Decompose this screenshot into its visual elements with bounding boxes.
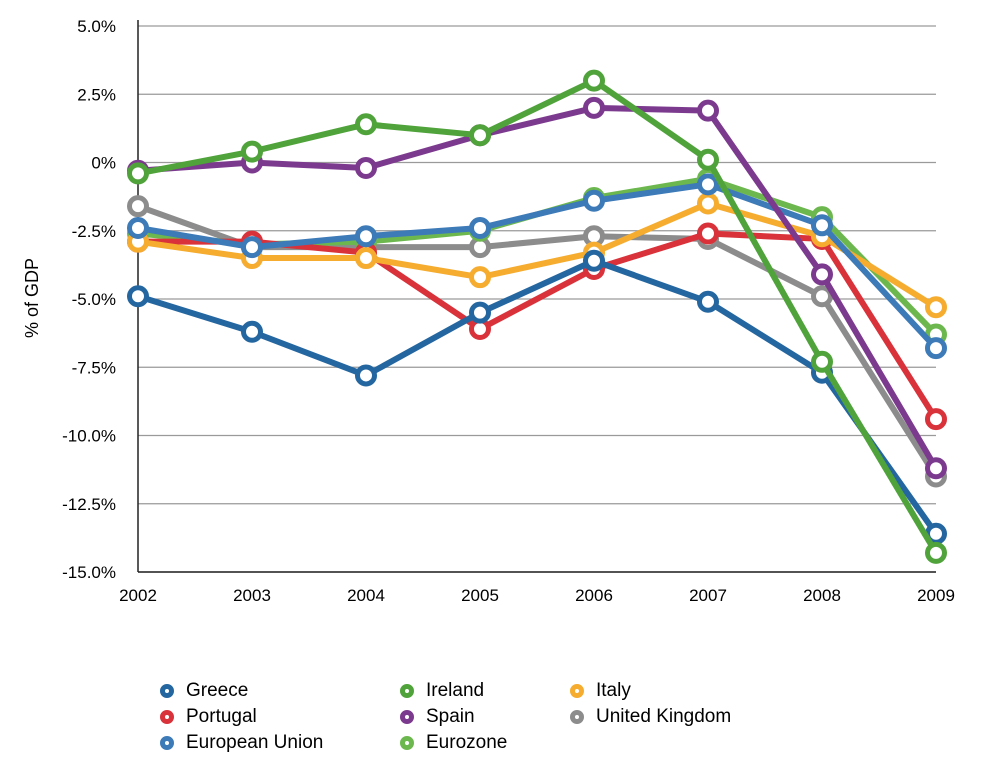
data-point-united-kingdom xyxy=(127,195,149,218)
x-tick-label: 2002 xyxy=(119,586,157,605)
y-tick-label: -10.0% xyxy=(62,427,116,446)
y-tick-label: -5.0% xyxy=(72,290,116,309)
x-tick-label: 2009 xyxy=(917,586,955,605)
legend-marker xyxy=(160,684,174,698)
data-point-ireland xyxy=(127,162,149,185)
data-point-spain xyxy=(811,263,833,286)
data-point-ireland xyxy=(241,140,263,163)
x-tick-label: 2004 xyxy=(347,586,385,605)
legend-marker xyxy=(160,736,174,750)
legend-entry: Spain xyxy=(400,704,475,730)
legend-entry: United Kingdom xyxy=(570,704,731,730)
data-point-european-union xyxy=(469,217,491,240)
series-greece xyxy=(127,249,947,545)
data-point-greece xyxy=(697,290,719,313)
x-tick-label: 2007 xyxy=(689,586,727,605)
y-tick-label: -15.0% xyxy=(62,563,116,582)
data-point-ireland xyxy=(469,124,491,147)
data-point-greece xyxy=(355,364,377,387)
y-tick-label: -2.5% xyxy=(72,222,116,241)
legend-label: Portugal xyxy=(186,706,257,727)
legend-label: Greece xyxy=(186,680,249,701)
data-point-ireland xyxy=(355,113,377,136)
data-point-portugal xyxy=(925,408,947,431)
legend-entry: European Union xyxy=(160,730,323,756)
data-point-european-union xyxy=(241,236,263,259)
y-tick-label: 5.0% xyxy=(77,17,116,36)
y-tick-label: 2.5% xyxy=(77,85,116,104)
x-tick-label: 2003 xyxy=(233,586,271,605)
legend-entry: Portugal xyxy=(160,704,257,730)
data-point-greece xyxy=(127,285,149,308)
data-point-italy xyxy=(697,192,719,215)
legend-label: Ireland xyxy=(426,680,485,701)
legend-entry: Greece xyxy=(160,678,248,704)
data-point-european-union xyxy=(811,214,833,237)
legend-label: Italy xyxy=(596,680,631,701)
data-point-ireland xyxy=(583,69,605,92)
legend-marker xyxy=(570,710,584,724)
legend-entry: Ireland xyxy=(400,678,484,704)
legend: Greece Portugal European Union Ireland Spain… xyxy=(160,678,860,762)
legend-entry: Eurozone xyxy=(400,730,507,756)
legend-label: Spain xyxy=(426,706,475,727)
legend-marker xyxy=(400,710,414,724)
x-tick-label: 2008 xyxy=(803,586,841,605)
data-point-italy xyxy=(469,266,491,289)
data-point-italy xyxy=(925,296,947,319)
chart-canvas: 5.0% 2.5% 0% -2.5% -5.0% -7.5% -10.0% -12.5% -15… xyxy=(22,17,955,605)
x-tick-label: 2006 xyxy=(575,586,613,605)
y-tick-label: -12.5% xyxy=(62,495,116,514)
series-line-greece xyxy=(135,257,939,537)
legend-marker xyxy=(400,684,414,698)
series-lines xyxy=(127,69,947,564)
series-ireland xyxy=(127,69,947,564)
data-point-portugal xyxy=(697,222,719,245)
data-point-spain xyxy=(697,99,719,122)
data-point-european-union xyxy=(127,217,149,240)
series-line-european-union xyxy=(135,181,939,352)
legend-label: United Kingdom xyxy=(596,706,732,727)
data-point-united-kingdom xyxy=(811,285,833,308)
legend-marker xyxy=(570,684,584,698)
series-line-ireland xyxy=(135,77,939,556)
data-point-spain xyxy=(925,457,947,480)
x-tick-label: 2005 xyxy=(461,586,499,605)
data-point-italy xyxy=(355,247,377,270)
data-point-european-union xyxy=(355,225,377,248)
legend-entry: Italy xyxy=(570,678,631,704)
data-point-greece xyxy=(241,320,263,343)
data-point-ireland xyxy=(811,350,833,373)
y-axis-label: % of GDP xyxy=(22,258,42,338)
y-tick-label: -7.5% xyxy=(72,358,116,377)
legend-label: Eurozone xyxy=(426,732,508,753)
data-point-european-union xyxy=(583,189,605,212)
data-point-spain xyxy=(583,96,605,119)
legend-marker xyxy=(400,736,414,750)
legend-label: European Union xyxy=(186,732,324,753)
y-tick-label: 0% xyxy=(91,154,116,173)
data-point-european-union xyxy=(925,337,947,360)
data-point-greece xyxy=(583,249,605,272)
series-european-union xyxy=(127,173,947,360)
data-point-ireland xyxy=(925,541,947,564)
series-line-italy xyxy=(135,200,939,311)
data-point-european-union xyxy=(697,173,719,196)
series-line-spain xyxy=(135,104,939,472)
legend-marker xyxy=(160,710,174,724)
data-point-greece xyxy=(469,301,491,324)
data-point-spain xyxy=(355,156,377,179)
data-point-ireland xyxy=(697,148,719,171)
